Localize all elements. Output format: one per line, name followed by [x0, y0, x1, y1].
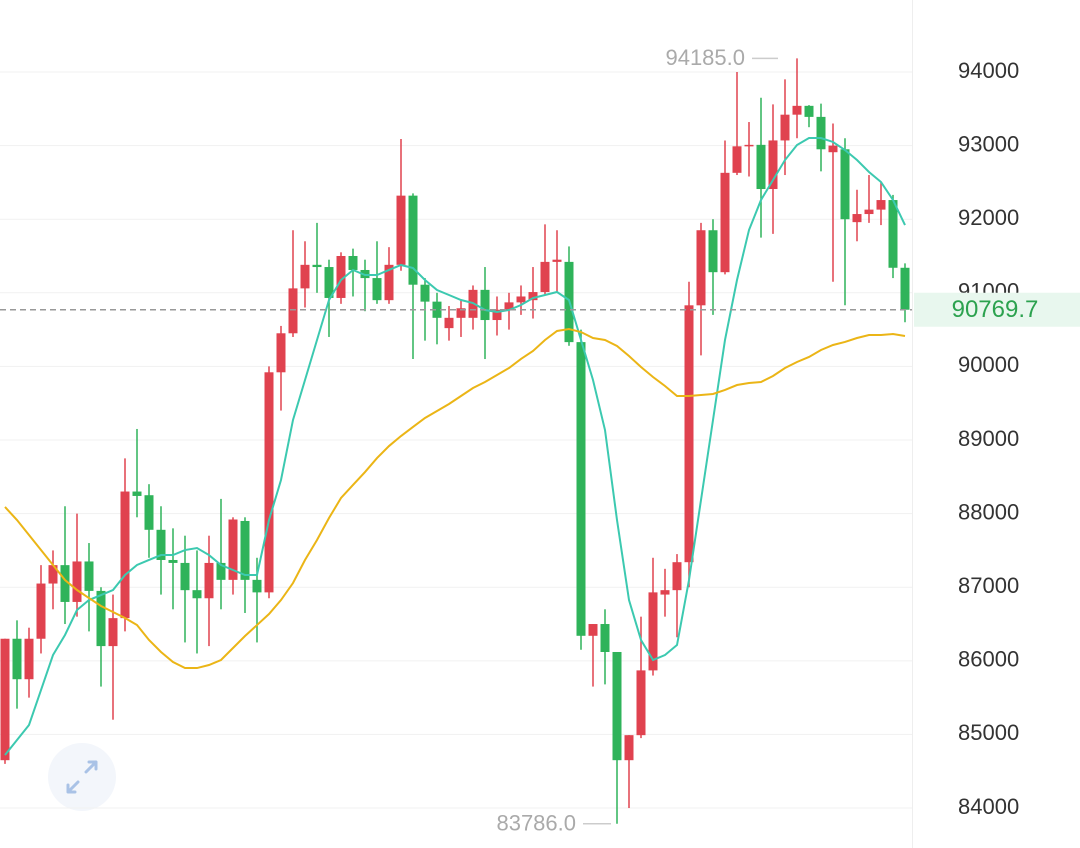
candle-body: [900, 267, 910, 310]
candle-body: [84, 561, 94, 591]
candle-body: [672, 562, 682, 591]
moving-average-line: [4, 137, 906, 756]
candle-body: [144, 495, 154, 530]
candle-body: [276, 333, 286, 373]
candle-body: [60, 565, 70, 602]
candle-body: [816, 116, 826, 150]
candle-body: [120, 491, 130, 619]
candle-body: [108, 618, 118, 647]
y-tick-label: 85000: [958, 720, 1019, 745]
y-tick-label: 87000: [958, 573, 1019, 598]
expand-icon[interactable]: [66, 760, 98, 794]
candle-body: [588, 624, 598, 636]
candle-body: [828, 145, 838, 153]
y-tick-label: 94000: [958, 58, 1019, 83]
candle-body: [24, 638, 34, 680]
candle-body: [732, 146, 742, 173]
candle-body: [288, 288, 298, 334]
candle-body: [516, 296, 526, 303]
candle-body: [696, 230, 706, 306]
candle-body: [660, 590, 670, 595]
candle-body: [600, 624, 610, 652]
candle-body: [744, 144, 754, 147]
last-price-box: [914, 292, 1080, 327]
candle-body: [528, 292, 538, 301]
candle-body: [228, 519, 238, 580]
candle-body: [648, 592, 658, 671]
y-tick-label: 84000: [958, 794, 1019, 819]
candle-body: [612, 651, 622, 761]
extreme-label: 83786.0: [496, 811, 576, 836]
candle-body: [864, 209, 874, 215]
candle-body: [216, 562, 226, 580]
candle-body: [876, 200, 886, 210]
candle-body: [240, 520, 250, 580]
y-tick-label: 93000: [958, 131, 1019, 156]
candle-body: [72, 561, 82, 602]
candle-body: [444, 317, 454, 329]
candle-body: [420, 284, 430, 302]
y-tick-label: 89000: [958, 426, 1019, 451]
y-tick-label: 92000: [958, 205, 1019, 230]
moving-average-line: [4, 327, 906, 670]
candle-body: [312, 264, 322, 268]
candle-body: [684, 305, 694, 563]
candle-body: [624, 735, 634, 761]
last-price-label: 90769.7: [952, 296, 1039, 323]
candle-body: [756, 144, 766, 190]
candle-body: [324, 267, 334, 298]
candle-body: [348, 255, 358, 270]
candle-body: [636, 670, 646, 736]
candle-body: [552, 259, 562, 262]
candle-body: [48, 565, 58, 584]
candle-body: [540, 261, 550, 293]
y-tick-label: 86000: [958, 647, 1019, 672]
candle-body: [396, 195, 406, 265]
candle-body: [576, 342, 586, 636]
candle-body: [168, 559, 178, 563]
y-tick-label: 88000: [958, 499, 1019, 524]
candle-body: [504, 302, 514, 310]
candle-body: [300, 264, 310, 289]
candle-body: [192, 590, 202, 599]
candle-body: [156, 529, 166, 560]
candle-body: [252, 579, 262, 593]
candle-body: [432, 301, 442, 318]
candle-body: [492, 309, 502, 321]
expand-button[interactable]: [48, 743, 116, 811]
candle-body: [180, 562, 190, 591]
candle-body: [132, 491, 142, 496]
candle-body: [768, 140, 778, 190]
candle-body: [384, 264, 394, 301]
candle-body: [480, 289, 490, 321]
candle-body: [36, 583, 46, 639]
plot: [0, 58, 910, 824]
candle-body: [12, 638, 22, 680]
candle-body: [708, 230, 718, 273]
extreme-label: 94185.0: [665, 45, 745, 70]
candle-body: [888, 200, 898, 268]
y-tick-label: 90000: [958, 352, 1019, 377]
candle-body: [264, 372, 274, 593]
candle-body: [0, 638, 10, 761]
candle-body: [804, 105, 814, 117]
candle-body: [792, 105, 802, 115]
candle-body: [336, 255, 346, 298]
candle-body: [720, 172, 730, 273]
candle-body: [408, 195, 418, 285]
candle-body: [852, 214, 862, 223]
candle-body: [840, 149, 850, 220]
candle-body: [456, 308, 466, 318]
candle-body: [780, 114, 790, 141]
candle-body: [96, 590, 106, 647]
expand-button-bg[interactable]: [48, 743, 116, 811]
overlay: 90769.7 94185.0 83786.0: [0, 45, 1080, 836]
grid: 8400085000860008700088000890009000091000…: [0, 58, 1019, 819]
candle-body: [372, 278, 382, 301]
candle-body: [204, 562, 214, 599]
